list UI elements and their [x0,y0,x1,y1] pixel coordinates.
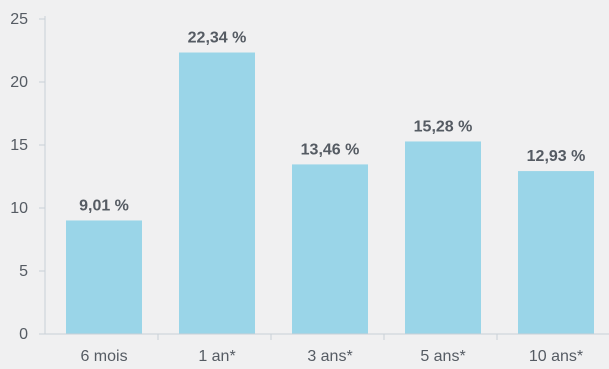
bars [66,52,594,335]
data-labels: 9,01 % 22,34 % 13,46 % 15,28 % 12,93 % [79,30,585,215]
x-axis: 6 mois 1 an* 3 ans* 5 ans* 10 ans* [45,333,609,365]
y-tick-label: 0 [19,326,28,343]
bar [405,141,481,334]
x-category-label: 6 mois [80,348,127,364]
x-category-label: 5 ans* [420,348,465,364]
bar-value-label: 9,01 % [79,197,129,214]
x-category-label: 10 ans* [529,348,583,364]
bar-value-label: 15,28 % [414,118,473,135]
bar-value-label: 12,93 % [527,148,586,165]
x-category-label: 3 ans* [307,348,352,364]
bar [518,171,594,334]
y-tick-label: 25 [10,11,28,28]
y-tick-label: 15 [10,137,28,154]
y-tick-label: 10 [10,200,28,217]
bar [179,52,255,335]
y-axis: 0 5 10 15 20 25 [10,11,46,343]
bar-value-label: 13,46 % [301,141,360,158]
x-category-label: 1 an* [198,348,235,364]
bar-value-label: 22,34 % [188,30,247,47]
y-tick-label: 5 [19,263,28,280]
bar [292,164,368,334]
bar [66,220,142,334]
y-tick-label: 20 [10,74,28,91]
